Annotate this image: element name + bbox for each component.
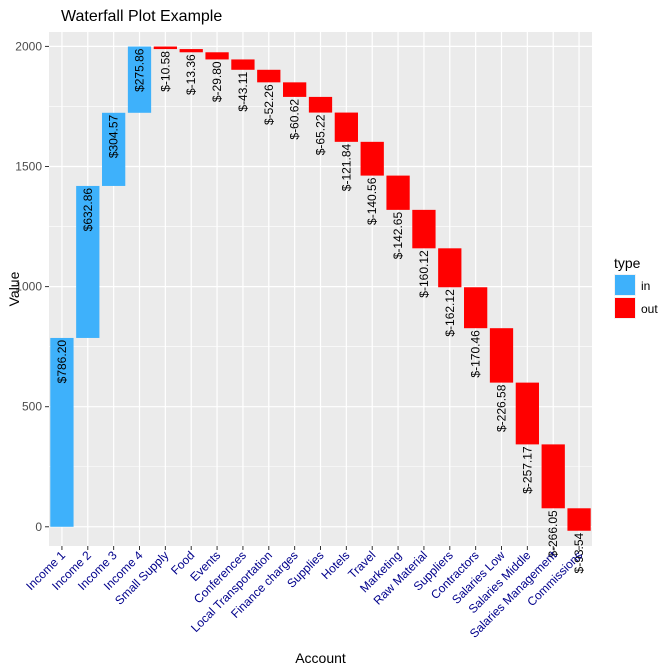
bar-value-label: $-226.58 <box>495 384 509 432</box>
bar-income-1 <box>50 337 74 527</box>
y-axis-title: Value <box>6 271 22 306</box>
bar-marketing <box>386 175 410 210</box>
bar-salaries-middle <box>515 382 539 445</box>
bar-events <box>205 52 229 60</box>
bar-value-label: $-121.84 <box>339 144 353 192</box>
y-tick-label: 0 <box>35 520 42 534</box>
bar-value-label: $786.20 <box>55 340 69 384</box>
legend-label-in: in <box>641 279 650 293</box>
bar-small-supply <box>153 46 177 50</box>
y-tick-label: 1500 <box>15 160 42 174</box>
bar-value-label: $-52.26 <box>262 84 276 125</box>
bar-conferences <box>231 59 255 70</box>
x-tick-label: Hotels <box>319 548 353 582</box>
legend-title: type <box>614 255 641 271</box>
bar-suppliers <box>438 248 462 288</box>
bar-value-label: $632.86 <box>81 188 95 232</box>
bar-income-4 <box>127 46 152 113</box>
bar-value-label: $-93.54 <box>572 532 586 573</box>
legend-swatch-out <box>615 298 635 318</box>
x-axis-title: Account <box>295 650 346 666</box>
bar-value-label: $-257.17 <box>520 446 534 494</box>
legend-swatch-in <box>615 275 635 295</box>
bar-value-label: $-60.62 <box>288 99 302 140</box>
y-axis-ticks: 0 500 1000 1500 2000 <box>15 39 49 534</box>
bar-value-label: $-160.12 <box>417 250 431 298</box>
bar-value-label: $-13.36 <box>184 54 198 95</box>
legend: type in out <box>614 255 658 319</box>
bar-raw-material <box>412 209 436 249</box>
bar-income-2 <box>76 185 100 338</box>
bar-food <box>179 49 203 53</box>
bar-value-label: $275.86 <box>133 48 147 92</box>
y-tick-label: 500 <box>22 400 42 414</box>
bar-contractors <box>464 287 488 329</box>
chart-title: Waterfall Plot Example <box>61 8 222 25</box>
bar-travel <box>360 141 384 176</box>
bar-labels: $786.20 $632.86 $304.57 $275.86 $-10.58 $-13.… <box>55 48 586 573</box>
bar-value-label: $-43.11 <box>236 71 250 111</box>
bar-finance-charges <box>283 82 307 97</box>
bars <box>50 46 591 531</box>
bar-commissions <box>567 508 591 531</box>
legend-label-out: out <box>641 302 658 316</box>
bar-local-transportation <box>257 69 281 83</box>
bar-income-3 <box>102 112 126 186</box>
bar-value-label: $304.57 <box>107 114 121 158</box>
y-tick-label: 2000 <box>15 39 42 53</box>
bar-salaries-management <box>541 444 565 509</box>
bar-value-label: $-142.65 <box>391 212 405 260</box>
bar-hotels <box>334 112 358 142</box>
bar-value-label: $-162.12 <box>443 289 457 337</box>
bar-value-label: $-65.22 <box>314 114 328 155</box>
bar-value-label: $-266.05 <box>546 510 560 558</box>
bar-salaries-low <box>489 328 514 383</box>
bar-supplies <box>308 96 333 113</box>
bar-value-label: $-140.56 <box>365 177 379 225</box>
bar-value-label: $-29.80 <box>210 61 224 102</box>
bar-value-label: $-170.46 <box>469 330 483 378</box>
bar-value-label: $-10.58 <box>158 51 172 92</box>
y-tick-label: 1000 <box>15 280 42 294</box>
